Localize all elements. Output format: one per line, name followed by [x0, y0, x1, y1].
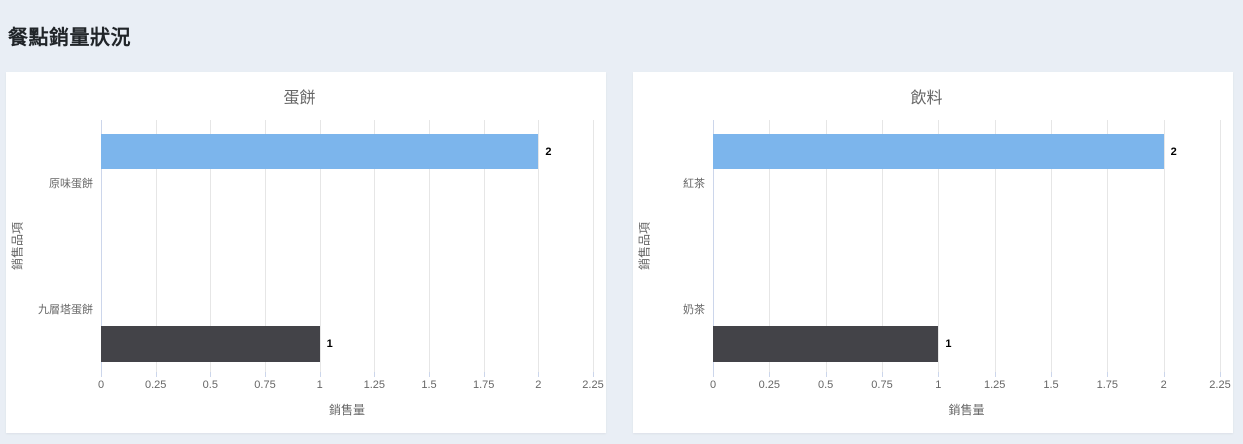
- gridline: [483, 120, 485, 372]
- x-tick-label: 1: [935, 379, 942, 391]
- x-tick-mark: [769, 372, 771, 377]
- x-tick-label: 1.25: [983, 379, 1006, 391]
- chart-title: 蛋餅: [283, 90, 316, 107]
- gridline: [1163, 120, 1165, 372]
- gridline: [429, 120, 430, 372]
- gridline: [538, 120, 540, 372]
- category-axis-line: [713, 120, 714, 372]
- x-tick-label: 2.25: [1209, 379, 1231, 391]
- x-tick-mark: [593, 372, 594, 377]
- x-axis-title: 銷售量: [328, 403, 365, 417]
- x-tick-label: 0.5: [202, 379, 218, 391]
- chart-title: 飲料: [910, 90, 943, 107]
- gridline: [374, 120, 376, 372]
- x-tick-mark: [1107, 372, 1109, 377]
- x-tick-label: 1.25: [363, 379, 386, 391]
- gridline: [994, 120, 996, 372]
- x-tick-label: 0: [709, 379, 717, 391]
- x-tick-mark: [319, 372, 321, 377]
- x-tick-mark: [101, 372, 102, 377]
- x-tick-label: 0.75: [871, 379, 893, 391]
- gridline: [938, 120, 940, 372]
- x-tick-mark: [210, 372, 212, 377]
- x-tick-label: 0.25: [144, 379, 167, 391]
- x-tick-label: 0.75: [254, 379, 276, 391]
- x-axis-ticks: 0 0.25 0.5 0.75 1 1.25 1.5 1.75 2 2.25: [97, 372, 604, 396]
- x-tick-mark: [713, 372, 714, 377]
- x-tick-mark: [483, 372, 485, 377]
- gridline: [769, 120, 771, 372]
- x-tick-label: 1.5: [1043, 379, 1059, 391]
- x-tick-mark: [938, 372, 940, 377]
- bar-value-label: 1: [945, 338, 952, 350]
- x-tick-mark: [994, 372, 996, 377]
- x-tick-label: 0.5: [818, 379, 834, 391]
- gridline: [1220, 120, 1221, 372]
- bar[interactable]: [713, 134, 1164, 169]
- page-title: 餐點銷量狀況: [8, 27, 131, 50]
- x-tick-mark: [825, 372, 827, 377]
- y-axis-title-cell: 銷售品項: [6, 120, 28, 372]
- category-label: 奶茶: [683, 304, 705, 316]
- category-labels: 紅茶 奶茶: [655, 120, 713, 372]
- gridline: [265, 120, 266, 372]
- x-tick-label: 1.5: [421, 379, 437, 391]
- x-tick-mark: [374, 372, 376, 377]
- y-axis-title: 銷售品項: [637, 221, 652, 271]
- gridline: [593, 120, 594, 372]
- x-tick-mark: [265, 372, 266, 377]
- x-tick-mark: [882, 372, 883, 377]
- x-tick-label: 2: [535, 379, 542, 391]
- x-tick-mark: [1163, 372, 1165, 377]
- x-axis-title: 銷售量: [948, 403, 985, 417]
- bar-value-label: 2: [1170, 145, 1177, 158]
- x-tick-label: 0: [97, 379, 105, 391]
- x-tick-label: 1: [316, 379, 323, 391]
- category-labels: 原味蛋餅 九層塔蛋餅: [28, 120, 101, 372]
- gridline: [155, 120, 157, 372]
- bar-value-label: 2: [545, 145, 552, 158]
- x-axis-ticks: 0 0.25 0.5 0.75 1 1.25 1.5 1.75 2 2.25: [709, 372, 1231, 396]
- bar[interactable]: [101, 326, 320, 362]
- x-tick-label: 2: [1160, 379, 1167, 391]
- gridline: [882, 120, 883, 372]
- gridline: [319, 120, 321, 372]
- gridline: [210, 120, 212, 372]
- y-axis-title-cell: 銷售品項: [633, 120, 655, 372]
- x-tick-label: 0.25: [758, 379, 781, 391]
- x-tick-label: 1.75: [472, 379, 495, 391]
- x-tick-mark: [1220, 372, 1221, 377]
- x-tick-mark: [1051, 372, 1052, 377]
- x-tick-label: 1.75: [1096, 379, 1119, 391]
- gridline: [1051, 120, 1052, 372]
- x-tick-label: 2.25: [582, 379, 604, 391]
- bar[interactable]: [713, 326, 939, 362]
- bar[interactable]: [101, 134, 539, 169]
- x-tick-mark: [538, 372, 540, 377]
- gridline: [1107, 120, 1109, 372]
- x-tick-mark: [429, 372, 430, 377]
- category-axis-line: [101, 120, 102, 372]
- category-label: 紅茶: [683, 178, 705, 190]
- y-axis-title: 銷售品項: [10, 221, 25, 271]
- category-label: 九層塔蛋餅: [38, 304, 93, 316]
- x-tick-mark: [155, 372, 157, 377]
- gridline: [825, 120, 827, 372]
- category-label: 原味蛋餅: [49, 178, 93, 190]
- bar-value-label: 1: [326, 338, 333, 350]
